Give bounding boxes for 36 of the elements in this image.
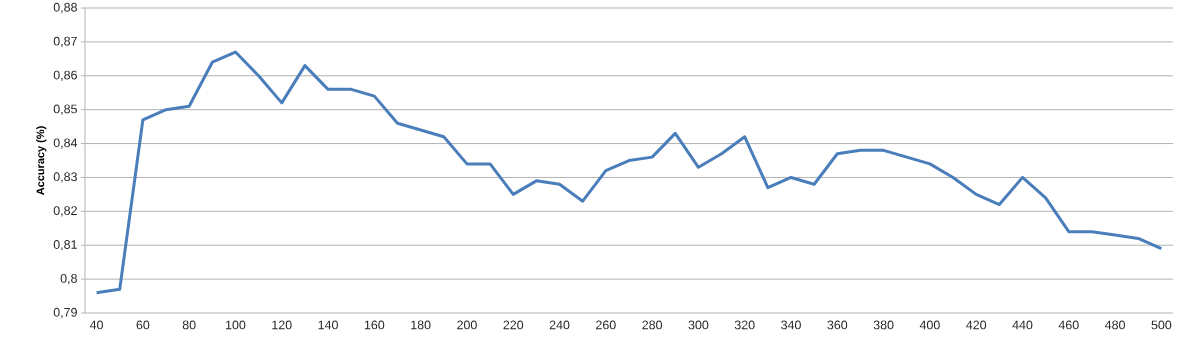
x-tick-label: 280 — [642, 320, 663, 330]
y-tick-label: 0,82 — [53, 206, 77, 217]
x-tick-label: 440 — [1012, 320, 1033, 330]
y-tick-label: 0,79 — [53, 307, 77, 319]
x-tick-label: 240 — [549, 320, 570, 330]
x-tick-label: 260 — [596, 320, 616, 330]
x-tick-label: 100 — [226, 320, 246, 330]
x-tick-label: 300 — [688, 320, 709, 330]
y-tick-label: 0,86 — [53, 70, 77, 81]
x-tick-label: 460 — [1058, 320, 1079, 330]
x-tick-label: 340 — [781, 320, 801, 330]
y-tick-label: 0,8 — [60, 273, 77, 285]
x-tick-label: 360 — [827, 320, 848, 330]
x-tick-label: 80 — [182, 320, 196, 330]
y-tick-label: 0,83 — [53, 172, 77, 183]
y-tick-label: 0,85 — [53, 104, 77, 115]
x-tick-label: 380 — [873, 320, 894, 330]
y-axis-title: Accuracy (%) — [36, 126, 47, 195]
x-tick-label: 40 — [89, 320, 104, 330]
x-tick-label: 120 — [272, 320, 292, 330]
x-tick-label: 500 — [1151, 320, 1172, 330]
y-tick-label: 0,88 — [53, 2, 77, 14]
x-tick-label: 160 — [364, 320, 385, 330]
y-tick-label: 0,87 — [53, 36, 77, 48]
x-tick-label: 180 — [411, 320, 431, 330]
x-tick-label: 320 — [734, 320, 755, 330]
x-tick-label: 420 — [966, 320, 987, 330]
x-tick-label: 480 — [1104, 320, 1125, 330]
x-tick-label: 140 — [318, 320, 338, 330]
x-tick-label: 60 — [136, 320, 150, 330]
y-tick-label: 0,81 — [53, 240, 77, 251]
y-tick-label: 0,84 — [53, 138, 78, 149]
x-tick-label: 220 — [503, 320, 524, 330]
line-series — [95, 50, 1163, 295]
x-tick-label: 400 — [919, 320, 940, 330]
x-tick-label: 200 — [457, 320, 477, 330]
